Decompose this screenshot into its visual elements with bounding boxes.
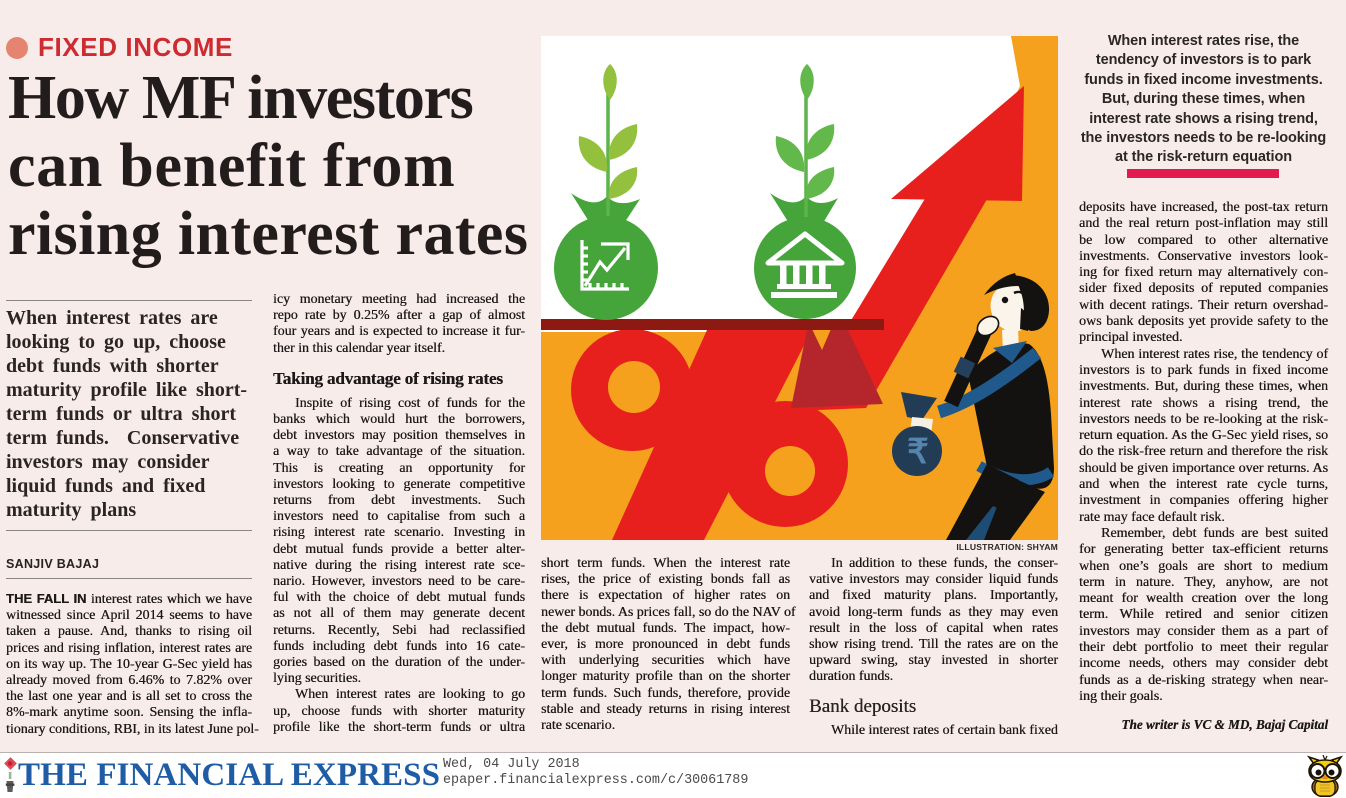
svg-text:₹: ₹ — [907, 433, 929, 471]
